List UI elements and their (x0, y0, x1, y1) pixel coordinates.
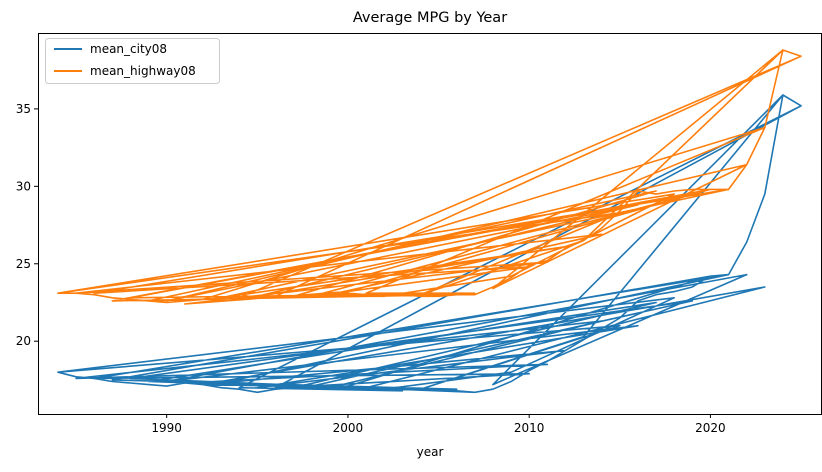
y-tick-label: 20 (16, 334, 31, 348)
chart-title: Average MPG by Year (353, 10, 507, 26)
legend: mean_city08 mean_highway08 (45, 38, 220, 84)
legend-label-highway: mean_highway08 (90, 64, 196, 78)
y-tick-label: 30 (16, 179, 31, 193)
x-tick-label: 1990 (151, 421, 182, 435)
series-line-mean-highway08 (57, 49, 802, 305)
x-axis: 1990 2000 2010 2020 (151, 414, 726, 435)
x-axis-label: year (417, 445, 444, 459)
x-tick-label: 2000 (333, 421, 364, 435)
y-tick-label: 35 (16, 102, 31, 116)
series-line-mean-city08 (57, 94, 802, 394)
legend-label-city: mean_city08 (90, 42, 167, 56)
x-tick-label: 2010 (514, 421, 545, 435)
plot-frame (38, 33, 822, 415)
series-layer (57, 49, 802, 394)
legend-box (45, 38, 220, 84)
y-axis: 20 25 30 35 (16, 102, 38, 348)
x-tick-label: 2020 (695, 421, 726, 435)
y-tick-label: 25 (16, 257, 31, 271)
